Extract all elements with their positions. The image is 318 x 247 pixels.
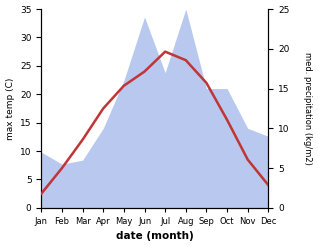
X-axis label: date (month): date (month) [116, 231, 194, 242]
Y-axis label: max temp (C): max temp (C) [5, 77, 15, 140]
Y-axis label: med. precipitation (kg/m2): med. precipitation (kg/m2) [303, 52, 313, 165]
